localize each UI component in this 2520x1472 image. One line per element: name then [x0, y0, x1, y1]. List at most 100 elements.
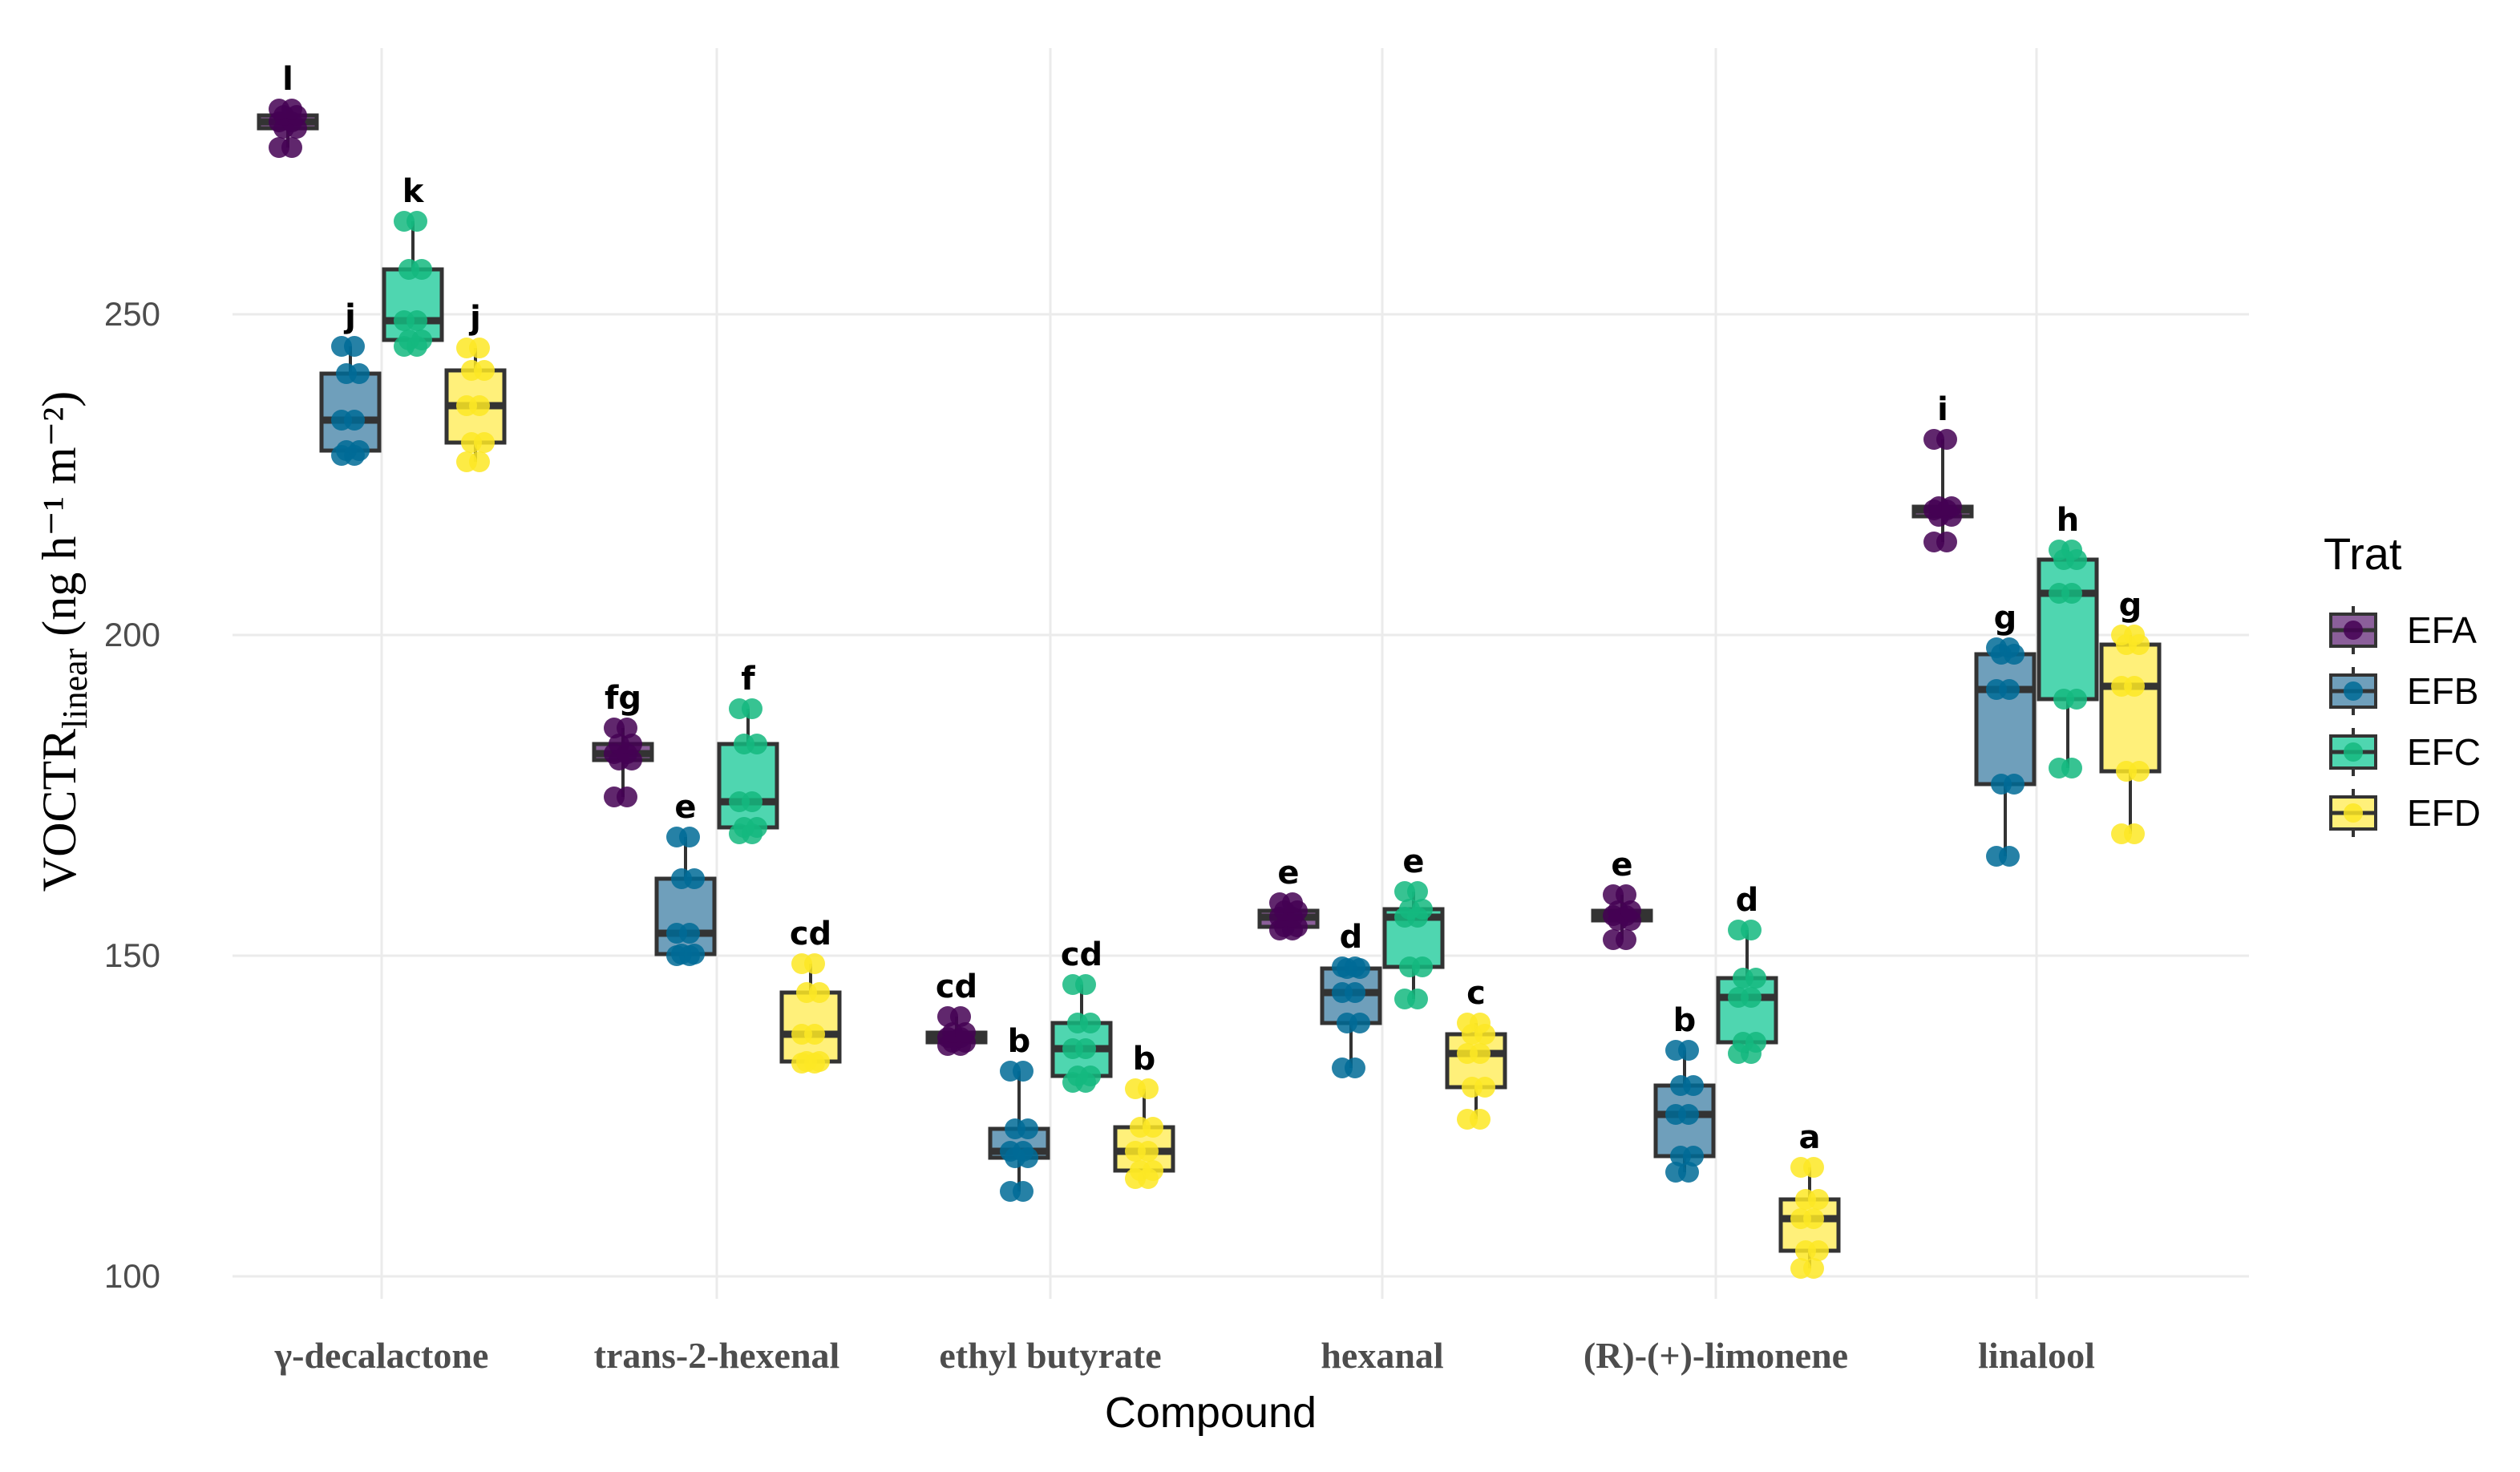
- data-point: [1936, 532, 1957, 552]
- data-point: [1999, 679, 2020, 700]
- data-point: [2124, 823, 2145, 844]
- legend-label: EFB: [2407, 670, 2478, 712]
- significance-letter: cd: [1061, 936, 1102, 973]
- x-axis-title: Compound: [1105, 1389, 1317, 1437]
- data-point: [407, 211, 427, 232]
- data-point: [809, 1051, 830, 1072]
- box-efb: d: [1320, 919, 1382, 1078]
- data-point: [617, 787, 637, 807]
- data-point: [469, 395, 490, 416]
- significance-letter: e: [1402, 843, 1424, 880]
- data-point: [1143, 1160, 1163, 1181]
- data-point: [1080, 1066, 1101, 1086]
- box-efb: e: [654, 789, 717, 966]
- significance-letter: h: [2057, 502, 2079, 539]
- data-point: [2004, 774, 2024, 795]
- box-efc: cd: [1050, 936, 1113, 1093]
- data-point: [281, 137, 302, 158]
- data-point: [1282, 892, 1303, 913]
- significance-letter: g: [2119, 587, 2142, 624]
- box-iqr: [717, 742, 779, 830]
- legend-label: EFD: [2407, 792, 2481, 834]
- legend-point: [2344, 742, 2363, 762]
- box-efc: h: [2037, 502, 2099, 778]
- data-point: [746, 734, 767, 754]
- data-point: [1683, 1075, 1704, 1096]
- data-point: [1474, 1077, 1495, 1098]
- data-point: [1075, 1038, 1096, 1059]
- significance-letter: cd: [936, 969, 977, 1005]
- data-point: [1999, 637, 2020, 658]
- data-point: [1999, 846, 2020, 867]
- data-point: [679, 827, 700, 847]
- data-point: [684, 944, 705, 964]
- x-axis-ticks: γ-decalactone trans-2-hexenal ethyl butyra…: [274, 1335, 2095, 1376]
- data-point: [1803, 1258, 1824, 1279]
- data-point: [474, 360, 495, 381]
- data-point: [1138, 1141, 1159, 1162]
- data-point: [1138, 1078, 1159, 1099]
- grid: [233, 48, 2249, 1299]
- data-point: [804, 1024, 825, 1045]
- y-tick-label: 100: [104, 1257, 160, 1295]
- box-efb: b: [1653, 1002, 1716, 1183]
- box-efa: e: [1257, 855, 1320, 940]
- box-efa: i: [1911, 391, 1974, 552]
- legend-point: [2344, 681, 2363, 701]
- box-efa: cd: [925, 969, 988, 1056]
- data-point: [1803, 1157, 1824, 1178]
- data-point: [809, 982, 830, 1003]
- data-point: [950, 1006, 971, 1027]
- data-point: [742, 698, 762, 719]
- significance-letter: k: [402, 173, 425, 210]
- significance-letter: c: [1466, 975, 1486, 1012]
- significance-letter: j: [468, 300, 481, 337]
- data-point: [2061, 583, 2082, 604]
- data-point: [2124, 625, 2145, 645]
- box-efa: l: [257, 61, 319, 158]
- data-point: [1808, 1189, 1829, 1210]
- y-tick-label: 250: [104, 295, 160, 333]
- box-iqr: [1974, 652, 2037, 787]
- significance-letter: d: [1340, 919, 1363, 956]
- data-point: [679, 923, 700, 944]
- data-point: [1808, 1240, 1829, 1261]
- box-efd: c: [1445, 975, 1507, 1130]
- data-point: [1345, 982, 1365, 1003]
- x-tick-label: hexanal: [1321, 1335, 1443, 1376]
- box-efd: cd: [779, 916, 842, 1074]
- legend-item-efc: EFC: [2329, 728, 2481, 776]
- data-point: [617, 718, 637, 738]
- legend: Trat EFA EFB EFC EFD: [2324, 528, 2481, 837]
- legend-point: [2344, 621, 2363, 640]
- significance-letter: fg: [605, 680, 641, 717]
- significance-letter: a: [1799, 1119, 1821, 1156]
- data-point: [344, 336, 365, 357]
- legend-item-efa: EFA: [2329, 606, 2477, 654]
- data-point: [2066, 689, 2087, 710]
- box-efd: g: [2099, 587, 2162, 844]
- significance-letter: l: [282, 61, 293, 98]
- data-point: [1741, 987, 1762, 1008]
- legend-label: EFC: [2407, 731, 2481, 773]
- box-efb: j: [319, 298, 382, 466]
- x-tick-label: (R)-(+)-limonene: [1584, 1335, 1848, 1376]
- data-point: [1080, 1013, 1101, 1033]
- data-point: [742, 791, 762, 812]
- significance-letter: cd: [790, 916, 831, 952]
- data-point: [684, 868, 705, 889]
- legend-item-efd: EFD: [2329, 789, 2481, 837]
- y-axis-title: VOCTRlinear (ng h⁻¹ m⁻²): [33, 391, 95, 892]
- significance-letter: b: [1673, 1002, 1697, 1039]
- box-efa: fg: [592, 680, 654, 807]
- data-point: [621, 734, 642, 754]
- data-point: [411, 330, 432, 350]
- data-point: [349, 440, 370, 461]
- data-point: [2124, 676, 2145, 697]
- significance-letter: b: [1008, 1023, 1031, 1060]
- box-efd: b: [1113, 1041, 1175, 1189]
- data-point: [281, 99, 302, 119]
- legend-point: [2344, 803, 2363, 823]
- data-point: [1407, 989, 1428, 1009]
